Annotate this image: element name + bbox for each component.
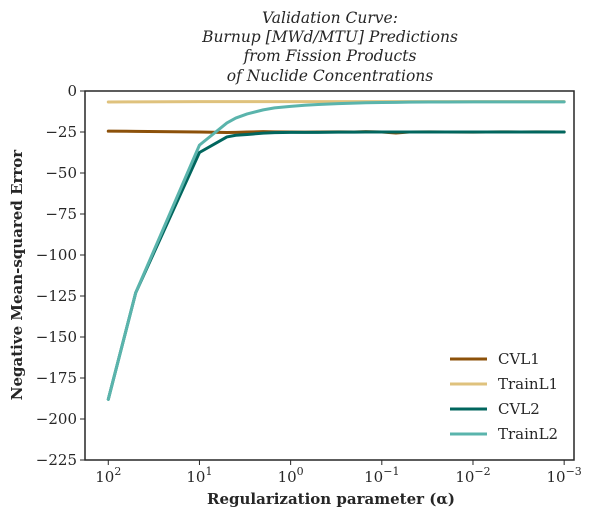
legend-label-cvl2: CVL2: [498, 400, 540, 418]
chart-title: Validation Curve: Burnup [MWd/MTU] Predi…: [201, 9, 458, 85]
legend: CVL1 TrainL1 CVL2 TrainL2: [450, 350, 558, 443]
x-tick-label: 101: [186, 465, 212, 486]
x-tick-label: 10−3: [547, 465, 582, 486]
y-tick-label: −175: [36, 369, 77, 387]
title-line-4: of Nuclide Concentrations: [227, 67, 434, 85]
y-axis-ticks: 0 −25 −50 −75 −100 −125 −150 −175 −200 −225: [36, 82, 85, 469]
legend-label-trainl2: TrainL2: [498, 425, 558, 443]
y-tick-label: −75: [45, 205, 77, 223]
title-line-2: Burnup [MWd/MTU] Predictions: [201, 28, 458, 46]
series-line-cvl2: [106, 130, 566, 401]
title-line-1: Validation Curve:: [262, 9, 398, 27]
legend-label-trainl1: TrainL1: [498, 375, 558, 393]
x-tick-label: 10−1: [364, 465, 399, 486]
x-tick-label: 10−2: [455, 465, 490, 486]
y-tick-label: −125: [36, 287, 77, 305]
y-tick-label: −100: [36, 246, 77, 264]
series-layer: [106, 100, 566, 401]
y-tick-label: −200: [36, 410, 77, 428]
legend-label-cvl1: CVL1: [498, 350, 540, 368]
x-axis-label: Regularization parameter (α): [207, 490, 455, 508]
y-tick-label: −50: [45, 164, 77, 182]
title-line-3: from Fission Products: [243, 47, 417, 65]
y-tick-label: 0: [67, 82, 77, 100]
y-axis-label: Negative Mean-squared Error: [8, 149, 26, 401]
series-line-trainl2: [106, 100, 566, 401]
plot-frame: [84, 90, 575, 461]
x-tick-label: 100: [278, 465, 304, 486]
y-tick-label: −225: [36, 451, 77, 469]
x-axis-ticks: 102 101 100 10−1 10−2 10−3: [95, 460, 582, 486]
x-tick-label: 102: [95, 465, 121, 486]
y-tick-label: −25: [45, 123, 77, 141]
y-tick-label: −150: [36, 328, 77, 346]
